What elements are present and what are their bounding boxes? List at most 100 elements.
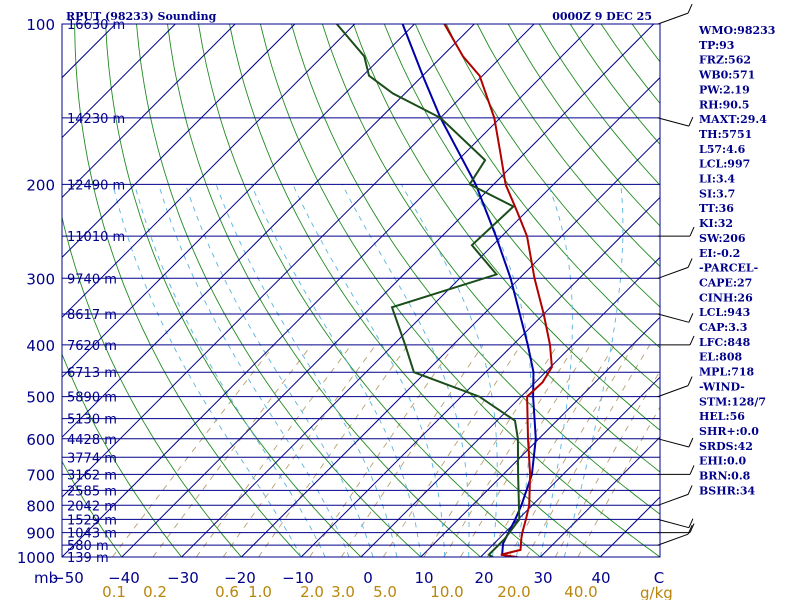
index-entry: WMO:98233: [698, 24, 775, 37]
pressure-tick-label: 700: [26, 466, 55, 484]
wind-barb-staff: [657, 313, 690, 323]
pressure-tick-label: 900: [26, 525, 55, 543]
index-entry: -WIND-: [699, 380, 745, 393]
temperature-tick-label: 0: [363, 569, 373, 587]
isotherm-line: [121, 24, 655, 557]
height-label: 7620 m: [67, 339, 117, 354]
plot-background: [62, 24, 660, 557]
moist-adiabat-line: [112, 184, 302, 557]
mixing-ratio-tick-label: 10.0: [430, 583, 463, 600]
wind-barb-flag: [687, 3, 693, 14]
index-entry: STM:128/7: [699, 395, 766, 408]
isotherm-line: [360, 256, 660, 557]
index-entry: EI:-0.2: [699, 247, 740, 260]
pressure-tick-label: 200: [26, 176, 55, 194]
wind-barb-flag: [687, 258, 693, 268]
temperature-tick-label: 40: [591, 569, 610, 587]
height-label: 11010 m: [67, 230, 125, 245]
moist-adiabat-line: [401, 184, 498, 557]
height-label: 3774 m: [67, 451, 117, 466]
pressure-tick-label: 500: [26, 389, 55, 407]
pressure-tick-labels: 100 200 300 400 500 600 700 800 900 1000: [17, 16, 55, 567]
temperature-tick-label: −30: [167, 569, 199, 587]
height-label: 580 m: [67, 539, 109, 554]
wind-barb-staff: [657, 518, 690, 529]
wind-barbs: [657, 3, 695, 546]
mixing-ratio-tick-label: 40.0: [564, 583, 597, 600]
index-entry: EHI:0.0: [699, 455, 746, 468]
wind-barb-flag: [688, 437, 694, 448]
wind-barb-flag: [689, 335, 695, 346]
moist-adiabat-line: [134, 184, 326, 557]
index-entry: PW:2.19: [699, 83, 750, 96]
pressure-tick-label: 600: [26, 431, 55, 449]
dewpoint-line: [336, 24, 521, 557]
index-entry: SRDS:42: [699, 440, 753, 453]
pressure-unit-label: mb: [34, 569, 58, 587]
index-entry: MAXT:29.4: [699, 113, 767, 126]
temperature-tick-labels: −50 −40 −30 −20 −10 0 10 20 30 40 C: [52, 569, 664, 587]
isotherm-line: [62, 24, 356, 319]
index-entry: CAPE:27: [699, 276, 752, 289]
wind-barb-staff: [657, 385, 689, 398]
isotherm-line: [420, 316, 660, 557]
height-label: 1043 m: [67, 527, 117, 542]
height-label: 139 m: [67, 551, 109, 566]
isotherm-line: [480, 376, 660, 557]
temperature-tick-label: 20: [474, 569, 493, 587]
temperature-tick-label: −50: [52, 569, 84, 587]
mixing-ratio-tick-label: 0.2: [143, 583, 167, 600]
height-label: 4428 m: [67, 433, 117, 448]
height-labels: 16630 m 14230 m 12490 m 11010 m 9740 m 8617 m…: [67, 18, 125, 566]
mixing-ratio-unit-label: g/kg: [640, 584, 673, 600]
height-label: 16630 m: [67, 18, 125, 33]
mixing-ratio-tick-label: 5.0: [373, 583, 397, 600]
mixing-ratio-tick-label: 1.0: [248, 583, 272, 600]
height-label: 2042 m: [67, 499, 117, 514]
index-entry: SW:206: [699, 232, 746, 245]
isotherm-line: [62, 24, 535, 498]
wind-barb-staff: [657, 533, 689, 546]
height-label: 5130 m: [67, 413, 117, 428]
temperature-line: [443, 24, 553, 557]
isotherm-line: [62, 24, 595, 557]
mixing-ratio-tick-labels: 0.1 0.2 0.6 1.0 2.0 3.0 5.0 10.0 20.0 40.0: [102, 583, 598, 600]
height-label: 12490 m: [67, 178, 125, 193]
isotherms: [62, 24, 660, 557]
wind-barb-staff: [657, 438, 690, 448]
temperature-tick-label: C: [654, 569, 664, 587]
isotherm-line: [241, 136, 660, 557]
index-entry: FRZ:562: [699, 54, 751, 67]
height-label: 9740 m: [67, 272, 117, 287]
wind-barb-flag: [689, 465, 695, 475]
wind-barb-flag: [688, 116, 694, 127]
wind-barb-staff: [657, 266, 689, 279]
index-entry: KI:32: [699, 217, 733, 230]
wind-barb-flag: [687, 376, 693, 386]
index-entry: EL:808: [699, 351, 742, 364]
pressure-tick-label: 300: [26, 270, 55, 288]
height-label: 3162 m: [67, 468, 117, 483]
isotherm-line: [540, 436, 660, 557]
index-entry: SI:3.7: [699, 187, 735, 200]
wind-barb-flag: [687, 524, 693, 535]
index-entry: TP:93: [699, 39, 734, 52]
height-label: 2585 m: [67, 484, 117, 499]
height-label: 14230 m: [67, 112, 125, 127]
index-entry: SHR+:0.0: [699, 425, 759, 438]
mixing-ratio-tick-label: 2.0: [300, 583, 324, 600]
moist-adiabat-line: [215, 184, 398, 557]
index-entry: L57:4.6: [699, 143, 746, 156]
wind-barb-staff: [657, 12, 689, 25]
height-label: 6713 m: [67, 366, 117, 381]
mixing-ratio-tick-label: 20.0: [497, 583, 530, 600]
chart-title: RPUT (98233) Sounding: [66, 10, 217, 23]
temperature-tick-label: −10: [282, 569, 314, 587]
index-entry: RH:90.5: [699, 98, 749, 111]
mixing-ratio-tick-label: 0.1: [102, 583, 126, 600]
plot-frame: [61, 23, 661, 558]
index-entry: WB0:571: [698, 69, 755, 82]
chart-datetime: 0000Z 9 DEC 25: [552, 10, 652, 23]
moist-adiabat-line: [341, 184, 470, 557]
